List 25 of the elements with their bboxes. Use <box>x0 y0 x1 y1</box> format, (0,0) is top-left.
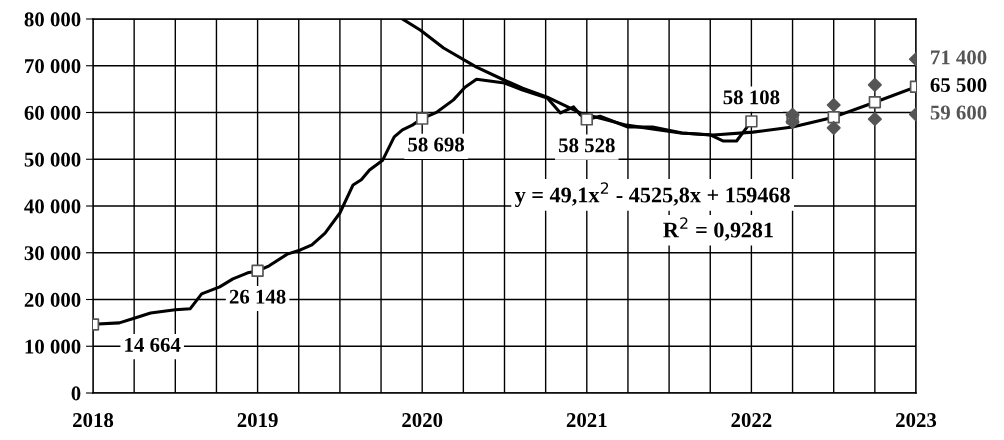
data-label: 65 500 <box>930 77 987 92</box>
annotation: y = 49,1x$^{2}$ - 4525,8x + 159468 <box>514 182 790 208</box>
y-tick-label: 60 000 <box>24 105 81 120</box>
x-tick-label: 2021 <box>566 413 607 428</box>
x-tick-label: 2018 <box>73 413 114 428</box>
x-tick-label: 2022 <box>731 413 772 428</box>
data-label: 58 698 <box>408 137 465 152</box>
data-label: 26 148 <box>229 289 286 304</box>
data-label: 14 664 <box>125 337 181 352</box>
x-tick-label: 2023 <box>896 413 937 428</box>
y-tick-label: 80 000 <box>24 12 81 27</box>
data-label: 59 600 <box>930 105 987 120</box>
data-label: 58 528 <box>558 138 615 153</box>
y-tick-label: 0 <box>71 386 81 401</box>
annotation: R$^{2}$ = 0,9281 <box>663 217 773 241</box>
y-tick-label: 30 000 <box>24 246 81 261</box>
y-tick-label: 50 000 <box>24 152 81 167</box>
y-tick-label: 10 000 <box>25 339 81 354</box>
x-tick-label: 2019 <box>237 413 278 428</box>
data-label: 71 400 <box>931 50 987 65</box>
y-tick-label: 40 000 <box>24 199 81 214</box>
y-tick-label: 70 000 <box>25 59 81 74</box>
y-tick-label: 20 000 <box>24 292 81 307</box>
x-tick-label: 2020 <box>402 413 443 428</box>
data-label: 58 108 <box>723 90 780 105</box>
